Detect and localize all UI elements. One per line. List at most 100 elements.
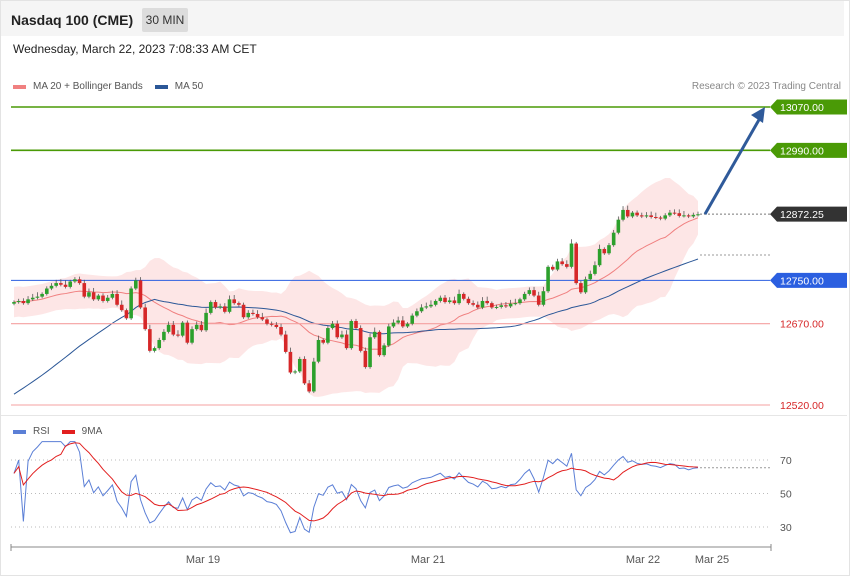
candle <box>44 288 49 294</box>
candle <box>560 261 564 265</box>
candle <box>129 288 133 319</box>
candle <box>12 302 16 304</box>
candle <box>358 328 363 351</box>
candle <box>611 232 616 246</box>
candle <box>30 297 35 300</box>
price-label-2: 12872.25 <box>780 209 824 221</box>
legend-swatch-9ma <box>61 429 75 434</box>
candle <box>77 279 82 284</box>
panel-divider <box>1 415 847 416</box>
candle <box>452 300 457 304</box>
candle <box>208 302 213 313</box>
candle <box>269 323 274 325</box>
candle <box>138 280 143 308</box>
x-tick-label: Mar 21 <box>411 554 445 566</box>
candle <box>485 300 489 304</box>
candle <box>419 307 424 312</box>
price-label-1: 12990.00 <box>780 145 824 157</box>
candle <box>536 295 541 305</box>
chart-header: Nasdaq 100 (CME) 30 MIN <box>1 1 844 36</box>
candle <box>63 284 68 287</box>
candle <box>344 334 349 349</box>
candle <box>410 315 415 324</box>
candle <box>218 306 222 308</box>
candle <box>148 329 152 351</box>
candle <box>691 214 696 217</box>
target-arrow-shaft <box>703 117 762 215</box>
candle <box>597 248 602 266</box>
candle <box>199 324 204 331</box>
legend-label-rsi: RSI <box>33 426 50 437</box>
candle <box>283 334 288 352</box>
candle <box>91 292 96 300</box>
candle <box>532 290 536 296</box>
candle <box>396 320 400 323</box>
candle <box>668 212 672 216</box>
candle <box>180 322 185 336</box>
candle <box>152 348 157 351</box>
candle <box>307 383 311 392</box>
candle <box>663 215 668 219</box>
candle <box>96 295 101 300</box>
candle <box>639 215 644 217</box>
candle <box>630 212 635 217</box>
candle <box>279 326 283 335</box>
candle <box>16 300 21 303</box>
candle <box>101 295 105 301</box>
candle <box>326 328 330 343</box>
interval-selector[interactable]: 30 MIN <box>142 8 188 32</box>
candle <box>54 283 58 286</box>
candle <box>593 265 597 274</box>
candle <box>190 329 194 343</box>
instrument-title: Nasdaq 100 (CME) <box>11 12 134 28</box>
candle <box>321 339 326 343</box>
price-label-box-0 <box>770 99 847 115</box>
x-tick-label: Mar 25 <box>695 554 729 566</box>
candle <box>227 299 232 312</box>
chart-datetime: Wednesday, March 22, 2023 7:08:33 AM CET <box>13 42 257 56</box>
x-tick-label: Mar 22 <box>626 554 660 566</box>
legend-label-ma20: MA 20 + Bollinger Bands <box>33 81 143 92</box>
candle <box>166 324 171 332</box>
candle <box>377 331 382 356</box>
candle <box>35 296 40 298</box>
candle <box>312 361 316 392</box>
candle <box>565 264 569 267</box>
candle <box>330 323 335 329</box>
candle <box>607 245 611 254</box>
research-credit: Research © 2023 Trading Central <box>691 81 841 92</box>
x-tick-label: Mar 19 <box>186 554 220 566</box>
candle <box>513 303 518 305</box>
candle <box>293 371 297 373</box>
candle <box>26 299 30 304</box>
price-label-box-3 <box>770 272 847 288</box>
legend-swatch-ma20 <box>13 84 26 89</box>
legend-swatch-rsi <box>13 429 26 434</box>
candle <box>391 322 396 327</box>
candle <box>546 266 550 292</box>
rsi-line <box>13 441 699 534</box>
candle <box>405 323 410 327</box>
candle <box>246 312 251 318</box>
candle <box>518 299 522 304</box>
candle <box>682 215 686 217</box>
candle <box>241 304 246 318</box>
candle <box>265 319 269 324</box>
candle <box>466 298 471 304</box>
candle <box>176 334 180 336</box>
candle <box>654 216 658 218</box>
candle <box>105 297 110 301</box>
candle <box>588 273 593 280</box>
rsi-tick-label: 50 <box>780 489 792 501</box>
candle <box>354 321 358 329</box>
candle <box>21 300 26 304</box>
candle <box>255 313 260 318</box>
candle <box>349 321 354 349</box>
price-label-0: 13070.00 <box>780 102 824 114</box>
candle <box>424 306 429 308</box>
price-label-3: 12750.00 <box>780 275 824 287</box>
candle <box>635 212 639 216</box>
candle <box>438 297 443 301</box>
candle <box>616 219 621 233</box>
candle <box>480 300 485 308</box>
